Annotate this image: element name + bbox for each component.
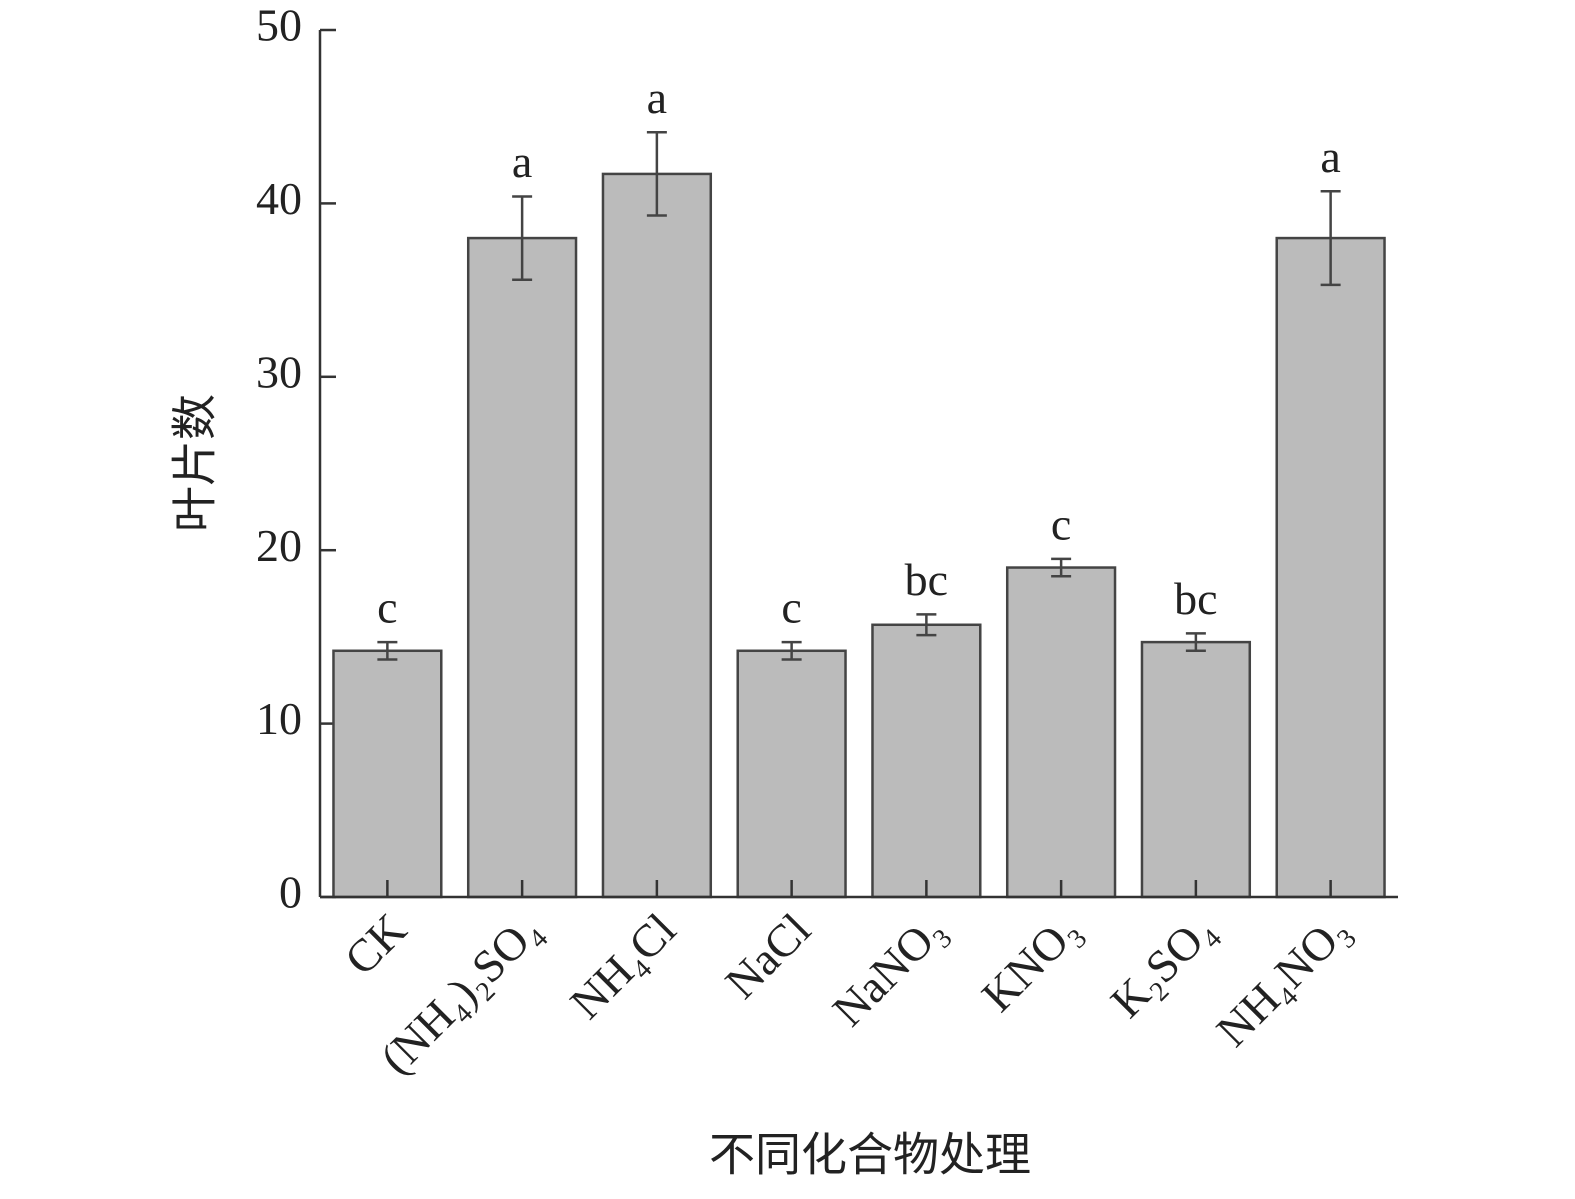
x-tick-label: NH₄Cl <box>560 903 685 1028</box>
bar <box>1140 640 1252 899</box>
y-axis-title: 叶片数 <box>170 394 221 532</box>
error-bar <box>1051 557 1072 578</box>
x-tick-label: CK <box>335 903 416 984</box>
y-tick-label: 10 <box>256 693 302 744</box>
y-tick-label: 40 <box>256 173 302 224</box>
bar <box>1005 566 1117 899</box>
x-tick-label: KNO₃ <box>972 903 1090 1021</box>
significance-letter: a <box>647 72 667 123</box>
bar <box>601 172 713 899</box>
bar <box>466 236 578 899</box>
error-bar <box>512 195 533 281</box>
x-tick-label: NaCl <box>715 903 820 1008</box>
significance-letter: a <box>1320 131 1340 182</box>
significance-letter: bc <box>1174 573 1217 624</box>
significance-letter: c <box>377 582 397 633</box>
x-tick-label: NaNO₃ <box>823 903 955 1035</box>
bar <box>332 649 443 899</box>
bar <box>1275 236 1386 899</box>
error-bar <box>781 640 802 661</box>
error-bar <box>1320 190 1341 287</box>
error-bar <box>916 613 937 637</box>
bar <box>736 649 847 899</box>
x-tick-label: K₂SO₄ <box>1101 903 1225 1027</box>
significance-letter: c <box>781 582 801 633</box>
y-tick-label: 20 <box>256 520 302 571</box>
bar <box>871 623 982 899</box>
y-tick-label: 50 <box>256 0 302 51</box>
significance-letter: a <box>512 136 532 187</box>
error-bar <box>1185 632 1206 653</box>
significance-letter: bc <box>905 554 948 605</box>
y-tick-label: 0 <box>279 867 302 918</box>
x-axis-title: 不同化合物处理 <box>709 1130 1031 1181</box>
error-bar <box>377 640 398 661</box>
error-bar <box>646 131 667 217</box>
y-tick-label: 30 <box>256 346 302 397</box>
significance-letter: c <box>1051 498 1071 549</box>
x-tick-label: NH₄NO₃ <box>1206 903 1359 1056</box>
